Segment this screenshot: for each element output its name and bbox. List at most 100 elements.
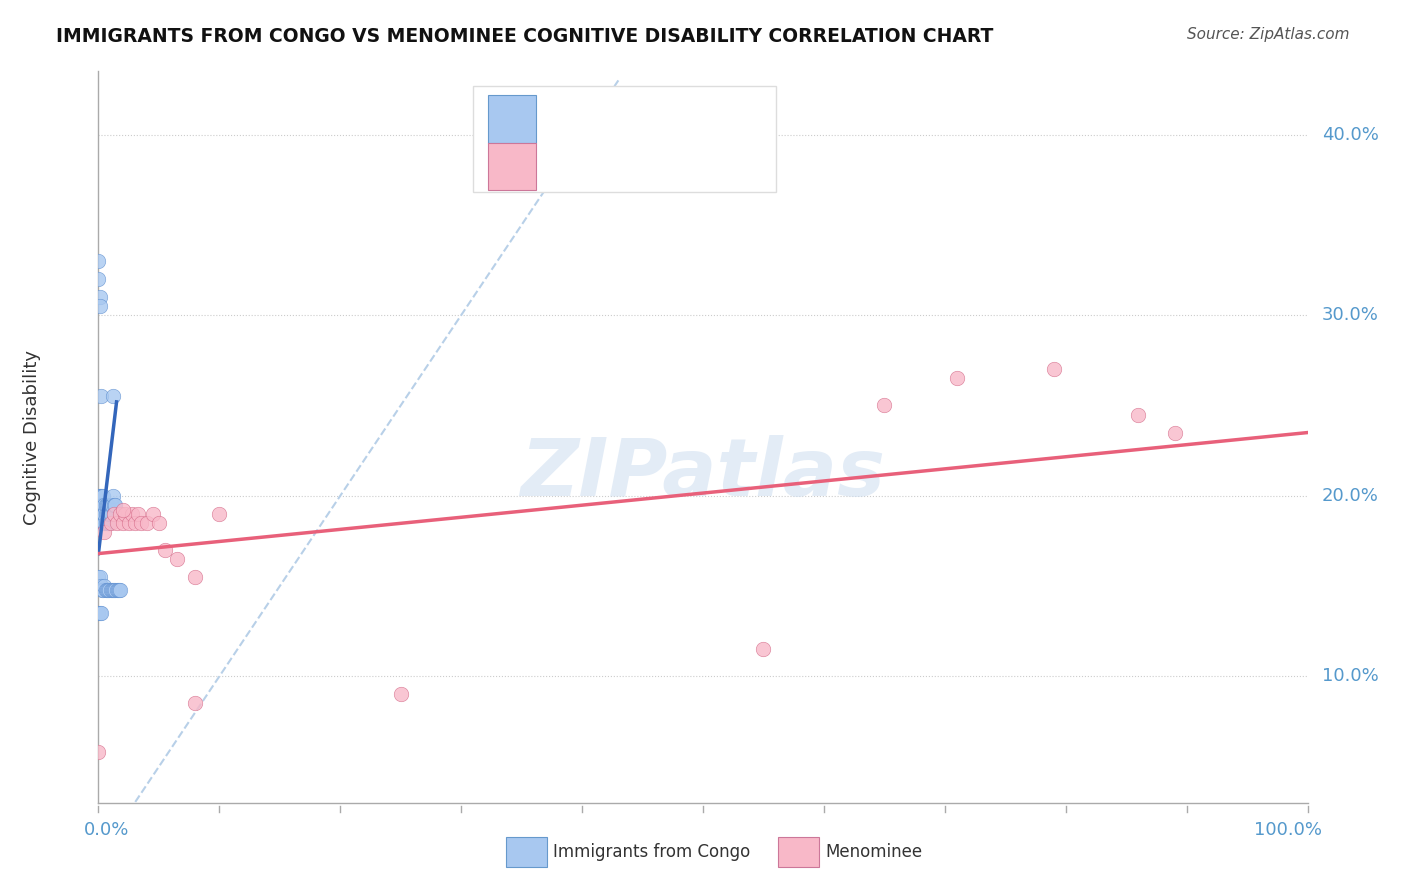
Point <box>97 498 120 512</box>
Point <box>100 507 122 521</box>
Point <box>1163 425 1185 440</box>
Text: N = 78: N = 78 <box>666 110 730 128</box>
Point <box>103 582 125 597</box>
Point <box>101 389 124 403</box>
Point <box>111 516 134 530</box>
Point <box>91 507 114 521</box>
Text: Source: ZipAtlas.com: Source: ZipAtlas.com <box>1187 27 1350 42</box>
Point <box>89 507 111 521</box>
Point <box>91 507 114 521</box>
Point <box>93 507 115 521</box>
Point <box>142 507 165 521</box>
Point <box>89 489 111 503</box>
Text: R = 0.444: R = 0.444 <box>546 158 637 176</box>
Point <box>105 516 128 530</box>
Point <box>94 498 117 512</box>
Point <box>93 498 115 512</box>
Point <box>98 582 121 597</box>
Text: 100.0%: 100.0% <box>1254 821 1322 839</box>
Text: Cognitive Disability: Cognitive Disability <box>22 350 41 524</box>
Point <box>94 516 117 530</box>
Point <box>90 606 112 620</box>
Point <box>121 507 143 521</box>
Point <box>96 516 118 530</box>
Point <box>89 299 111 313</box>
Point <box>104 582 127 597</box>
Point <box>148 516 170 530</box>
Point <box>104 498 127 512</box>
Point <box>153 543 176 558</box>
Text: N = 26: N = 26 <box>666 158 730 176</box>
Point <box>93 507 115 521</box>
Point <box>90 507 112 521</box>
Text: 0.0%: 0.0% <box>84 821 129 839</box>
Point <box>118 516 141 530</box>
Point <box>91 516 114 530</box>
Point <box>90 489 112 503</box>
Point <box>89 606 111 620</box>
Point <box>87 516 110 530</box>
Point <box>135 516 157 530</box>
Point <box>94 582 117 597</box>
FancyBboxPatch shape <box>778 838 820 867</box>
Point <box>90 516 112 530</box>
Point <box>91 582 114 597</box>
Point <box>91 489 114 503</box>
Point <box>91 516 114 530</box>
FancyBboxPatch shape <box>488 143 536 190</box>
Point <box>108 582 131 597</box>
Point <box>87 272 110 286</box>
Point <box>1042 362 1064 376</box>
Point <box>87 570 110 584</box>
Point <box>90 498 112 512</box>
Point <box>100 498 122 512</box>
Point <box>91 498 114 512</box>
Point <box>184 570 207 584</box>
Point <box>752 642 775 657</box>
Point <box>87 745 110 759</box>
Point <box>87 606 110 620</box>
Point <box>103 507 125 521</box>
Point <box>87 516 110 530</box>
Point <box>97 516 120 530</box>
FancyBboxPatch shape <box>474 86 776 192</box>
Point <box>89 489 111 503</box>
Point <box>87 254 110 268</box>
Text: R =  0.211: R = 0.211 <box>546 110 641 128</box>
Point <box>90 507 112 521</box>
Point <box>100 582 122 597</box>
Point <box>108 507 131 521</box>
Point <box>87 507 110 521</box>
Point <box>98 507 121 521</box>
Point <box>103 498 125 512</box>
Point <box>91 582 114 597</box>
Point <box>100 582 122 597</box>
Point <box>87 498 110 512</box>
Point <box>94 507 117 521</box>
Point <box>89 290 111 304</box>
Text: 20.0%: 20.0% <box>1322 487 1379 505</box>
Point <box>96 582 118 597</box>
Point <box>91 498 114 512</box>
Text: IMMIGRANTS FROM CONGO VS MENOMINEE COGNITIVE DISABILITY CORRELATION CHART: IMMIGRANTS FROM CONGO VS MENOMINEE COGNI… <box>56 27 994 45</box>
Point <box>96 507 118 521</box>
Point <box>873 399 896 413</box>
Point <box>108 582 131 597</box>
FancyBboxPatch shape <box>506 838 547 867</box>
Point <box>89 570 111 584</box>
Point <box>1128 408 1150 422</box>
Point <box>103 507 125 521</box>
Point <box>208 507 231 521</box>
Point <box>946 371 969 385</box>
Point <box>93 516 115 530</box>
Point <box>90 389 112 403</box>
Point <box>111 503 134 517</box>
Text: 10.0%: 10.0% <box>1322 667 1379 685</box>
Point <box>107 582 129 597</box>
Text: Immigrants from Congo: Immigrants from Congo <box>553 843 751 861</box>
Point <box>98 516 121 530</box>
Point <box>114 507 136 521</box>
Point <box>89 516 111 530</box>
Point <box>124 516 146 530</box>
Point <box>184 697 207 711</box>
